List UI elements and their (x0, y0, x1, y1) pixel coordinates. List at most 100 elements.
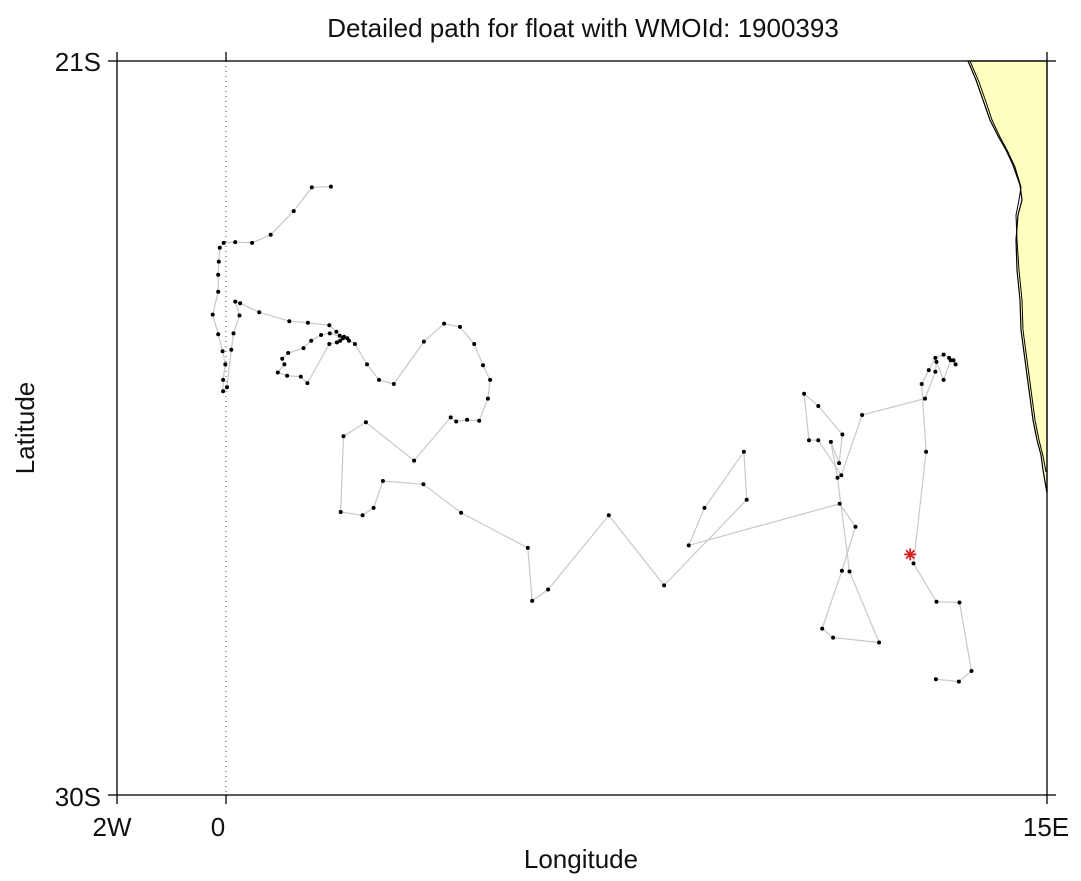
track-point (919, 382, 924, 386)
track-point (327, 331, 332, 336)
track-point (309, 185, 314, 190)
track-point (816, 404, 821, 408)
track-point (233, 299, 238, 304)
track-point (287, 319, 292, 324)
track-point (221, 377, 226, 382)
track-point (412, 458, 417, 463)
africa-land (967, 60, 1048, 494)
track-point (360, 513, 365, 518)
track-point (837, 461, 842, 466)
track-point (957, 600, 962, 605)
track-point (525, 545, 530, 550)
track-point (327, 342, 332, 346)
track-point (391, 382, 396, 386)
track-point (334, 329, 339, 334)
track-point (837, 501, 842, 506)
track-point (225, 385, 229, 390)
track-point (911, 561, 916, 566)
track-point (340, 336, 345, 341)
track-point (421, 482, 426, 487)
track-point (924, 449, 929, 454)
track-point (465, 417, 470, 422)
track-point (847, 569, 852, 574)
float-track-points (210, 184, 974, 684)
track-point (275, 370, 280, 375)
track-point (221, 389, 226, 394)
track-point (481, 363, 485, 368)
track-point (662, 583, 667, 588)
track-point (231, 331, 236, 336)
track-point (820, 626, 825, 631)
track-point (477, 418, 482, 423)
track-point (216, 332, 221, 337)
track-point (210, 312, 215, 317)
track-point (347, 338, 351, 343)
y-tick-label-bottom: 30S (55, 782, 101, 812)
track-point (953, 362, 958, 367)
track-point (257, 310, 262, 315)
track-point (216, 289, 221, 294)
track-point (328, 184, 333, 189)
track-point (956, 679, 961, 684)
track-point (458, 324, 462, 329)
track-point (305, 381, 310, 386)
track-point (365, 362, 369, 367)
track-point (353, 342, 357, 346)
y-axis-label: Latitude (10, 382, 40, 475)
track-point (216, 272, 221, 277)
track-point (282, 362, 287, 367)
track-point (305, 320, 310, 325)
track-point (327, 323, 332, 328)
track-point (951, 358, 956, 363)
track-point (250, 240, 255, 245)
track-point (363, 420, 368, 425)
track-point (934, 599, 939, 604)
track-point (459, 510, 464, 515)
track-point (807, 438, 811, 443)
x-axis-label: Longitude (524, 844, 638, 874)
float-track-line (212, 186, 973, 683)
track-point (744, 497, 749, 502)
track-point (941, 352, 946, 357)
track-point (860, 413, 865, 417)
track-point (338, 510, 343, 514)
track-point (947, 355, 952, 360)
track-point (606, 513, 611, 518)
track-point (221, 240, 226, 245)
track-point (969, 669, 974, 673)
track-point (237, 313, 242, 318)
y-tick-label-top: 21S (55, 47, 101, 77)
track-point (877, 640, 882, 645)
x-tick-label-left: 2W (93, 812, 132, 842)
track-point (941, 377, 946, 382)
track-point (926, 368, 931, 373)
track-point (216, 259, 221, 264)
track-point (229, 347, 234, 352)
track-point (802, 391, 807, 396)
track-point (233, 240, 238, 245)
track-point (223, 362, 228, 367)
track-point (280, 356, 285, 361)
last-position-marker (904, 548, 917, 561)
track-point (933, 677, 938, 682)
plot-frame (116, 60, 1048, 796)
tick-marks (108, 52, 1056, 804)
track-point (286, 351, 291, 355)
track-point (472, 342, 477, 346)
track-point (934, 359, 939, 364)
land-layer (967, 60, 1048, 494)
track-point (285, 373, 290, 378)
track-point (488, 377, 493, 382)
track-point (839, 473, 844, 478)
track-point (301, 346, 306, 351)
track-point (291, 209, 296, 214)
track-point (442, 321, 447, 326)
track-point (839, 568, 844, 573)
track-point (702, 505, 707, 510)
track-point (217, 245, 222, 250)
track-point (238, 301, 243, 306)
track-point (831, 635, 836, 640)
track-point (421, 339, 426, 344)
track-point (448, 415, 453, 420)
